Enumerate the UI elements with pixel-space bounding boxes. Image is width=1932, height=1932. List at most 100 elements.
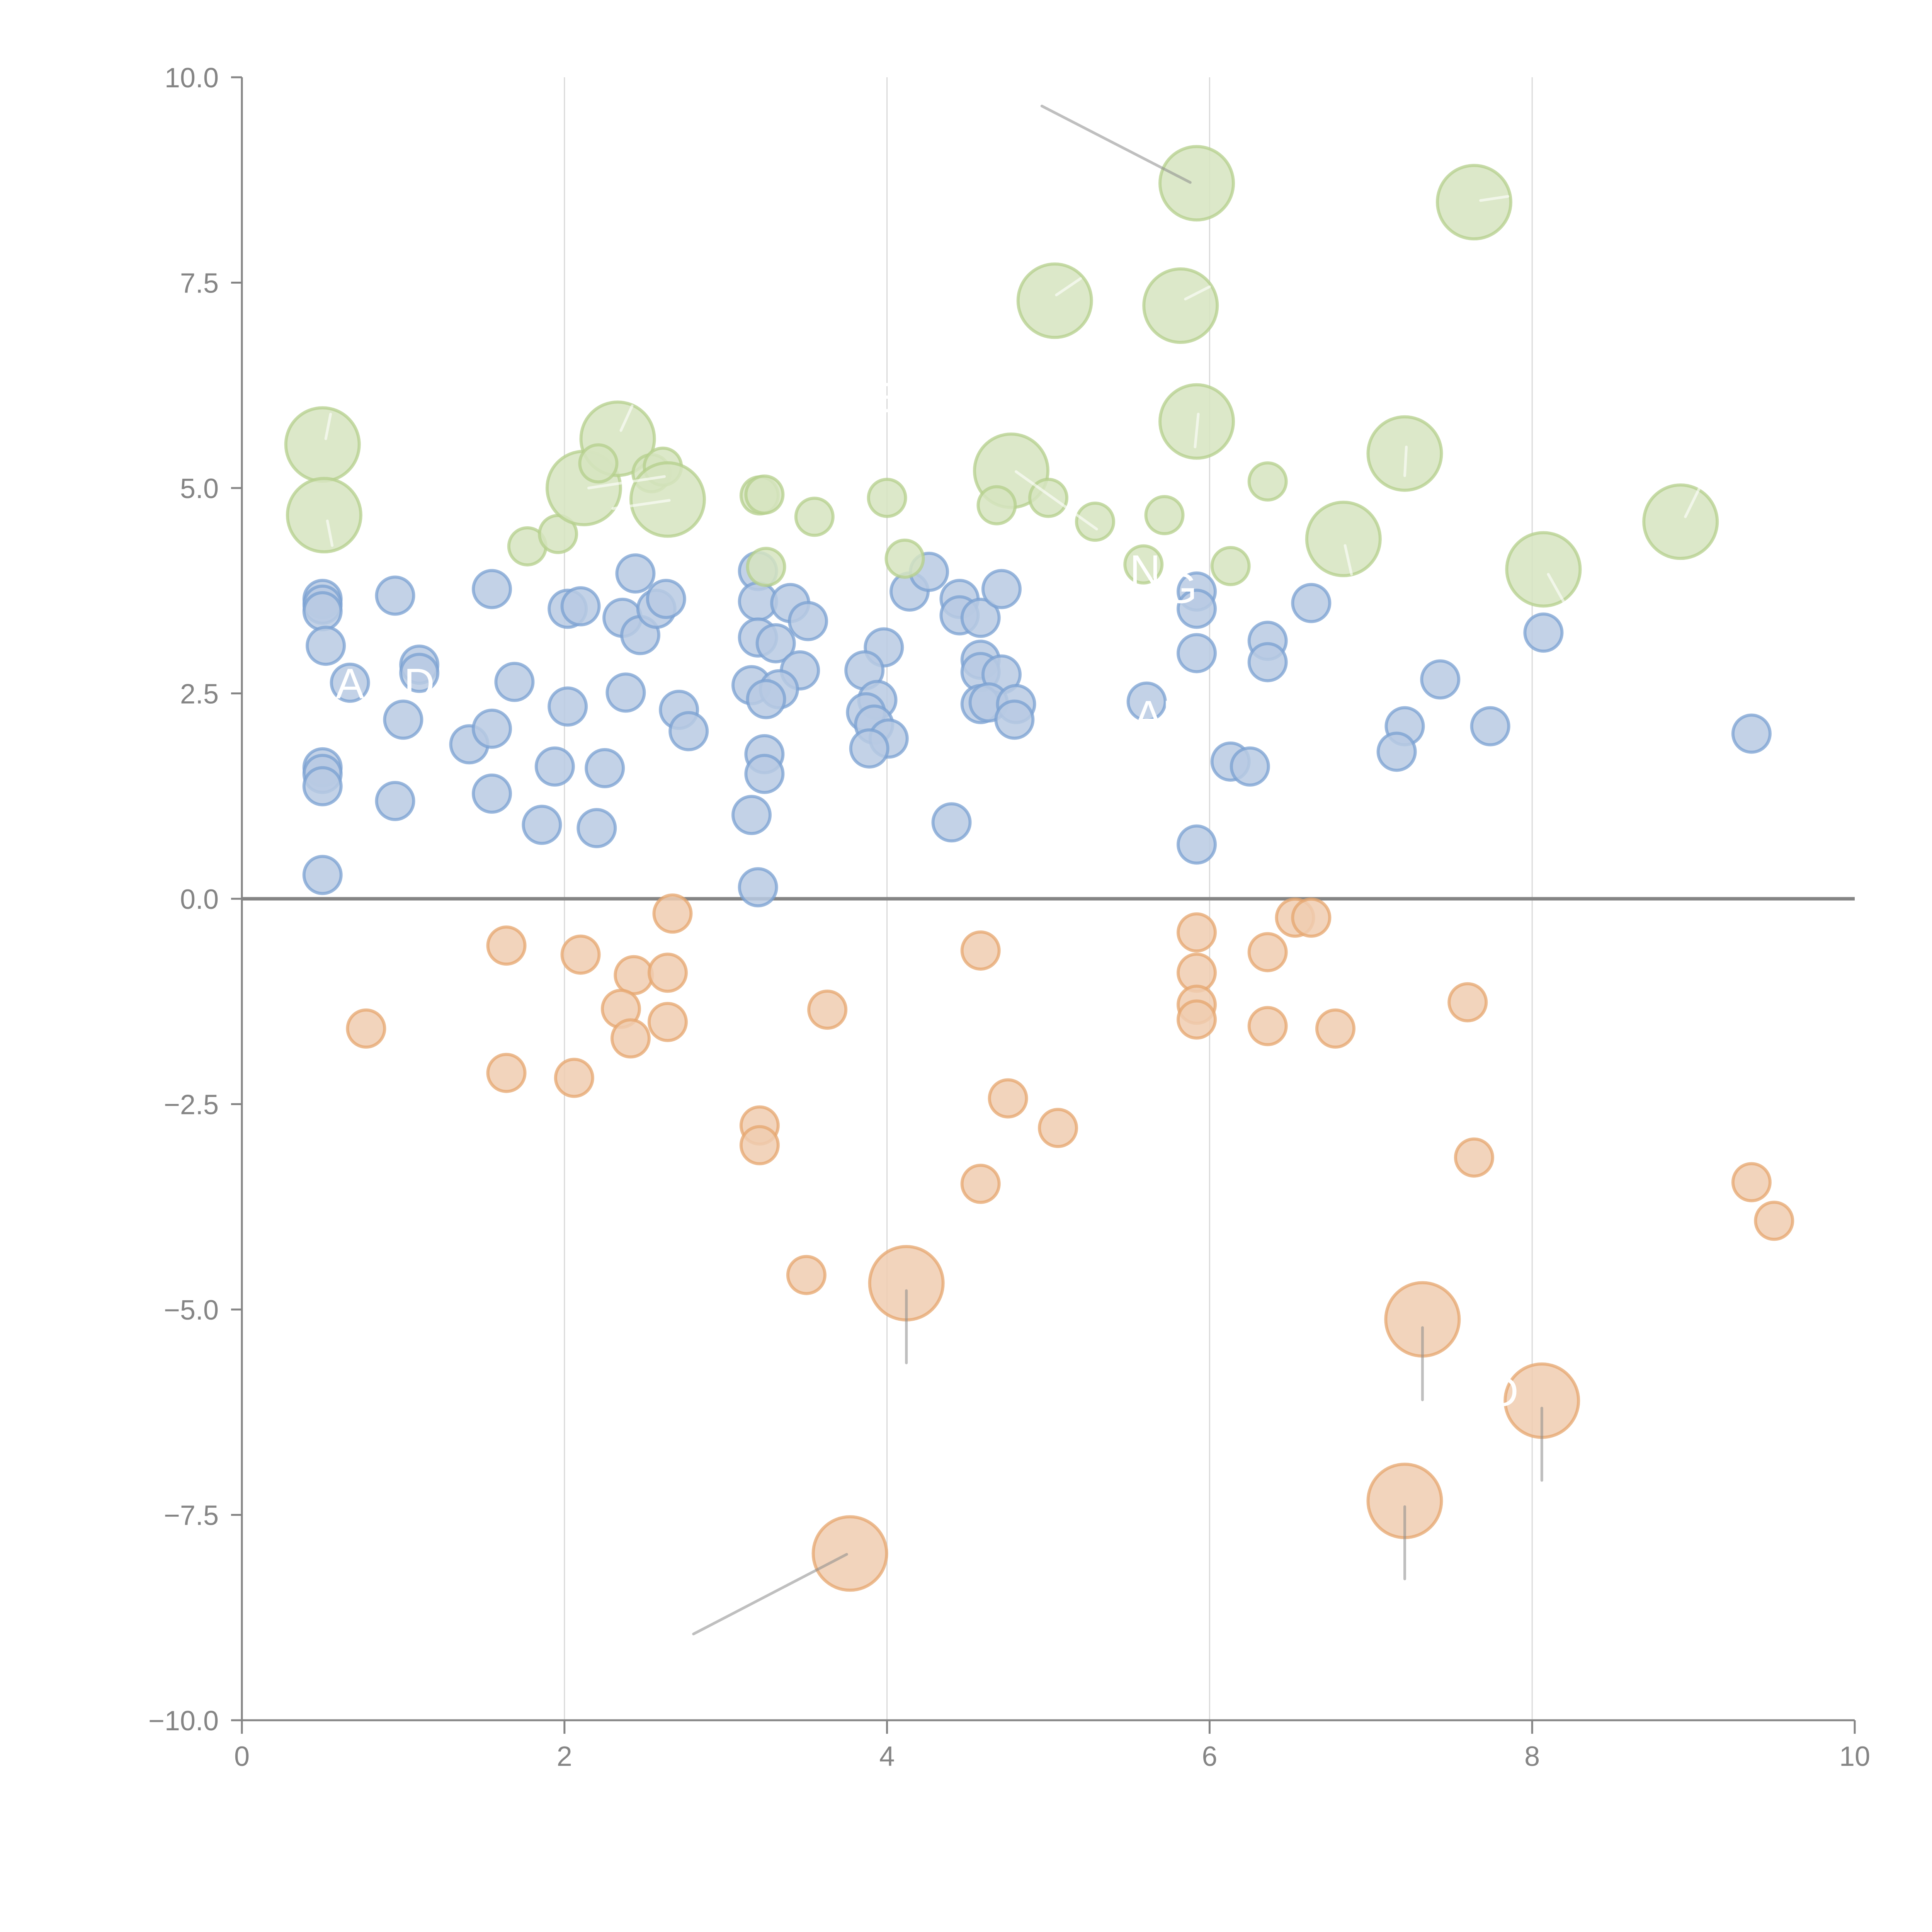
bubble-blue — [1731, 713, 1772, 754]
bubble-orange — [1291, 897, 1332, 938]
bubble-blue — [731, 795, 772, 835]
bubble-green — [284, 406, 361, 483]
bubble-blue — [375, 781, 415, 821]
label-connector-line — [326, 519, 334, 547]
bubble-orange — [786, 1255, 827, 1295]
bubble-green — [1075, 502, 1116, 542]
x-tick-label: 6 — [1202, 1741, 1217, 1772]
x-tick-label: 4 — [879, 1741, 895, 1772]
bubble-blue — [738, 867, 778, 908]
label-connector-line — [1479, 195, 1510, 202]
bubble-blue — [471, 708, 512, 749]
label-connector-line — [1055, 277, 1082, 296]
bubble-blue — [306, 626, 346, 666]
bubble-blue — [471, 569, 512, 609]
bubble-orange — [811, 1515, 888, 1592]
y-tick-label: 5.0 — [180, 473, 219, 504]
bubble-blue — [788, 601, 828, 641]
bubble-green — [1305, 500, 1382, 577]
bubble-green — [1247, 461, 1288, 502]
bubble-blue — [302, 855, 343, 895]
bubble-green — [1016, 262, 1093, 339]
bubble-green — [1505, 531, 1582, 608]
bubble-blue — [548, 686, 588, 727]
bubble-blue — [1177, 588, 1217, 629]
bubble-blue — [494, 662, 535, 702]
point-label: A — [336, 660, 364, 707]
bubble-green — [746, 547, 786, 587]
bubble-orange — [988, 1078, 1028, 1119]
label-connector-line — [1547, 573, 1566, 605]
label-connector-line — [1015, 470, 1098, 531]
y-tick-label: −7.5 — [164, 1500, 219, 1531]
bubble-blue — [744, 753, 785, 794]
bubble-green — [1123, 544, 1164, 585]
y-tick-label: 7.5 — [180, 268, 219, 299]
bubble-blue — [1470, 706, 1510, 747]
x-tick-label: 8 — [1524, 1741, 1540, 1772]
bubble-green — [1435, 164, 1512, 241]
label-connector-line — [619, 404, 634, 432]
label-connector-line — [611, 499, 671, 510]
bubble-green — [744, 474, 785, 515]
bubbles — [284, 145, 1794, 1592]
bubble-blue — [746, 679, 786, 719]
label-connectors — [324, 195, 1703, 605]
y-tick-label: −2.5 — [164, 1090, 219, 1121]
bubble-green — [1142, 267, 1219, 344]
bubble-blue — [1376, 731, 1417, 772]
bubble-orange — [647, 952, 688, 993]
bubble-orange — [807, 990, 848, 1030]
bubble-blue — [994, 699, 1035, 740]
bubble-blue — [615, 553, 656, 594]
bubble-orange — [739, 1125, 780, 1165]
axes — [231, 76, 1856, 1734]
bubble-green — [867, 478, 907, 518]
bubble-orange — [1447, 982, 1488, 1022]
bubble-blue — [1247, 642, 1288, 682]
bubble-blue — [560, 586, 601, 627]
bubble-blue — [1230, 746, 1270, 787]
annotation-line — [1040, 104, 1192, 184]
point-label: D — [404, 660, 434, 707]
bubble-blue — [302, 591, 343, 631]
label-connector-line — [1194, 413, 1200, 449]
point-label: D — [1488, 1368, 1518, 1416]
label-connector-line — [1184, 285, 1211, 301]
bubble-orange — [652, 893, 693, 934]
bubble-orange — [647, 1002, 688, 1042]
bubble-blue — [471, 773, 512, 814]
bubble-blue — [399, 653, 440, 693]
y-tick-label: −10.0 — [148, 1706, 219, 1736]
bubble-orange — [1315, 1008, 1355, 1049]
bubble-blue — [585, 748, 625, 788]
x-tick-label: 10 — [1839, 1741, 1870, 1772]
annotation-line — [692, 1553, 848, 1636]
bubble-blue — [605, 672, 646, 713]
y-tick-label: −5.0 — [164, 1295, 219, 1326]
bubble-blue — [849, 728, 889, 769]
y-tick-labels: 10.0 7.5 5.0 2.5 0.0 −2.5 −5.0 −7.5 −10.0 — [148, 63, 219, 1736]
bubble-orange — [1247, 1006, 1288, 1046]
point-label: G — [1164, 565, 1197, 612]
bubble-blue — [755, 623, 796, 663]
bubble-blue — [1177, 824, 1217, 865]
bubble-green — [1144, 495, 1185, 536]
bubble-blue — [1177, 633, 1217, 673]
annotation-lines — [692, 104, 1543, 1636]
bubble-green — [1642, 483, 1719, 560]
bubble-orange — [1731, 1162, 1772, 1202]
bubble-blue — [1291, 583, 1332, 623]
bubble-blue — [981, 569, 1022, 609]
bubble-blue — [522, 804, 562, 845]
label-connector-line — [1684, 482, 1703, 518]
bubble-orange — [960, 930, 1001, 971]
point-label: E — [873, 374, 901, 422]
x-tick-label: 2 — [557, 1741, 572, 1772]
bubble-green — [976, 485, 1017, 526]
y-tick-label: 0.0 — [180, 884, 219, 915]
x-tick-labels: 0 2 4 6 8 10 — [234, 1741, 1870, 1772]
bubble-blue — [1420, 659, 1461, 700]
bubble-orange — [486, 1053, 527, 1093]
bubble-green — [884, 538, 925, 579]
